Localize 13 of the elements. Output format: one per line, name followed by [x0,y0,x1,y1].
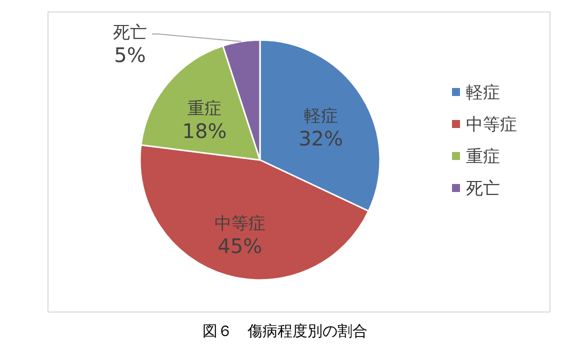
legend-label: 軽症 [466,83,500,103]
slice-label: 中等症 [214,214,266,234]
data-label: 45% [218,234,262,258]
data-label: 32% [298,126,344,150]
text: 図６ 傷病程度別の割合 [202,322,368,340]
data-label: 5% [114,43,146,67]
slice-label: 死亡 [113,23,147,43]
legend-label: 中等症 [466,115,517,135]
slice-label: 重症 [188,99,222,120]
legend-label: 死亡 [466,179,500,199]
data-label: 18% [182,119,227,144]
slice-label: 軽症 [304,106,338,126]
legend-label: 重症 [466,147,500,167]
